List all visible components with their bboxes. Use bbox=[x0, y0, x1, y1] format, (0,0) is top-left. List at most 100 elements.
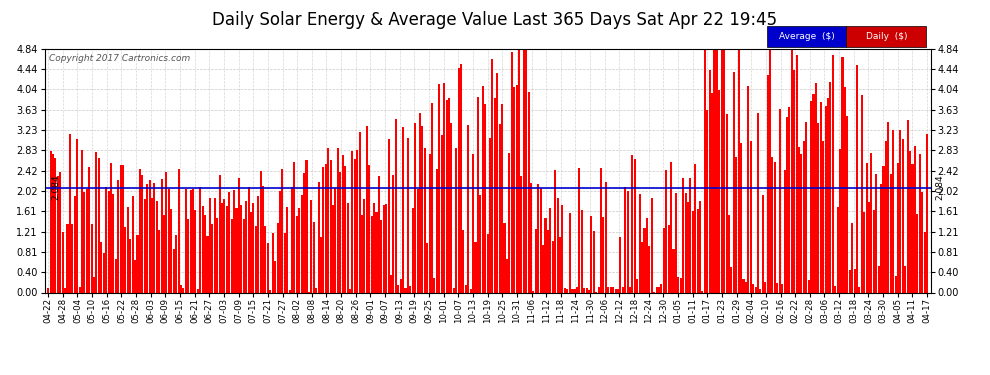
Bar bbox=[525, 49, 528, 292]
Bar bbox=[457, 68, 459, 292]
Bar bbox=[786, 117, 788, 292]
Bar bbox=[728, 215, 730, 292]
Bar bbox=[549, 208, 551, 292]
Bar bbox=[899, 130, 902, 292]
Bar bbox=[373, 203, 375, 292]
Bar bbox=[340, 171, 342, 292]
Bar bbox=[248, 187, 249, 292]
Bar bbox=[100, 242, 102, 292]
Bar bbox=[699, 201, 701, 292]
Bar bbox=[370, 216, 372, 292]
Bar bbox=[508, 153, 510, 292]
Bar bbox=[214, 198, 216, 292]
Bar bbox=[172, 249, 175, 292]
Bar bbox=[474, 242, 476, 292]
Bar bbox=[484, 104, 486, 292]
Bar bbox=[709, 70, 711, 292]
Bar bbox=[543, 245, 545, 292]
Bar bbox=[677, 277, 679, 292]
Bar bbox=[556, 198, 558, 292]
Bar bbox=[361, 215, 363, 292]
Text: Daily  ($): Daily ($) bbox=[865, 32, 907, 41]
Bar bbox=[540, 188, 542, 292]
Bar bbox=[803, 141, 805, 292]
Bar bbox=[535, 229, 537, 292]
Bar bbox=[496, 73, 498, 292]
Bar bbox=[414, 123, 416, 292]
Bar bbox=[409, 285, 411, 292]
Bar bbox=[744, 282, 746, 292]
Bar bbox=[501, 104, 503, 292]
Bar bbox=[221, 203, 223, 292]
Bar bbox=[66, 224, 68, 292]
Bar bbox=[165, 172, 167, 292]
Bar bbox=[168, 189, 170, 292]
Bar bbox=[680, 278, 682, 292]
Bar bbox=[134, 260, 136, 292]
Bar bbox=[523, 49, 525, 292]
Bar bbox=[620, 237, 622, 292]
Bar bbox=[494, 98, 496, 292]
Bar bbox=[69, 134, 71, 292]
Bar bbox=[86, 189, 88, 292]
Bar bbox=[229, 192, 231, 292]
Bar bbox=[160, 179, 162, 292]
Bar bbox=[81, 150, 83, 292]
Bar bbox=[271, 233, 273, 292]
Bar bbox=[561, 205, 563, 292]
Bar bbox=[387, 139, 390, 292]
Bar bbox=[650, 198, 652, 292]
Bar bbox=[328, 148, 330, 292]
Bar bbox=[559, 237, 561, 292]
Bar bbox=[738, 49, 740, 292]
Bar bbox=[612, 287, 614, 292]
Bar bbox=[320, 237, 322, 292]
Bar bbox=[856, 65, 858, 292]
Bar bbox=[50, 151, 51, 292]
Bar bbox=[207, 236, 209, 292]
Bar bbox=[667, 225, 669, 292]
Bar bbox=[827, 98, 829, 292]
Bar bbox=[860, 94, 863, 292]
Bar bbox=[726, 114, 728, 292]
Bar bbox=[73, 196, 76, 292]
Bar bbox=[491, 58, 493, 292]
Bar bbox=[241, 205, 243, 292]
Bar bbox=[194, 210, 196, 292]
Bar bbox=[262, 186, 264, 292]
Bar bbox=[279, 191, 281, 292]
Bar bbox=[521, 176, 523, 292]
Bar bbox=[682, 178, 684, 292]
Bar bbox=[330, 160, 332, 292]
Bar bbox=[177, 169, 179, 292]
Bar bbox=[170, 209, 172, 292]
Bar bbox=[353, 159, 355, 292]
Bar bbox=[533, 291, 535, 292]
Bar bbox=[192, 189, 194, 292]
Bar bbox=[284, 233, 286, 292]
Bar bbox=[692, 211, 694, 292]
Bar bbox=[581, 210, 583, 292]
Bar bbox=[711, 93, 713, 292]
Bar bbox=[890, 174, 892, 292]
Bar bbox=[810, 101, 812, 292]
Bar bbox=[108, 191, 110, 292]
Bar bbox=[815, 82, 817, 292]
Bar bbox=[551, 241, 553, 292]
Bar bbox=[276, 223, 278, 292]
Bar bbox=[469, 290, 471, 292]
Bar bbox=[477, 98, 479, 292]
Bar bbox=[407, 138, 409, 292]
Bar bbox=[202, 206, 204, 292]
Bar bbox=[714, 49, 716, 292]
Bar bbox=[578, 168, 580, 292]
Bar bbox=[375, 212, 377, 292]
Bar bbox=[465, 285, 467, 292]
Bar bbox=[702, 291, 704, 292]
Bar bbox=[356, 150, 358, 292]
Bar bbox=[337, 147, 339, 292]
Bar bbox=[190, 190, 192, 292]
Bar bbox=[306, 160, 308, 292]
Bar bbox=[429, 154, 431, 292]
Bar bbox=[224, 199, 226, 292]
